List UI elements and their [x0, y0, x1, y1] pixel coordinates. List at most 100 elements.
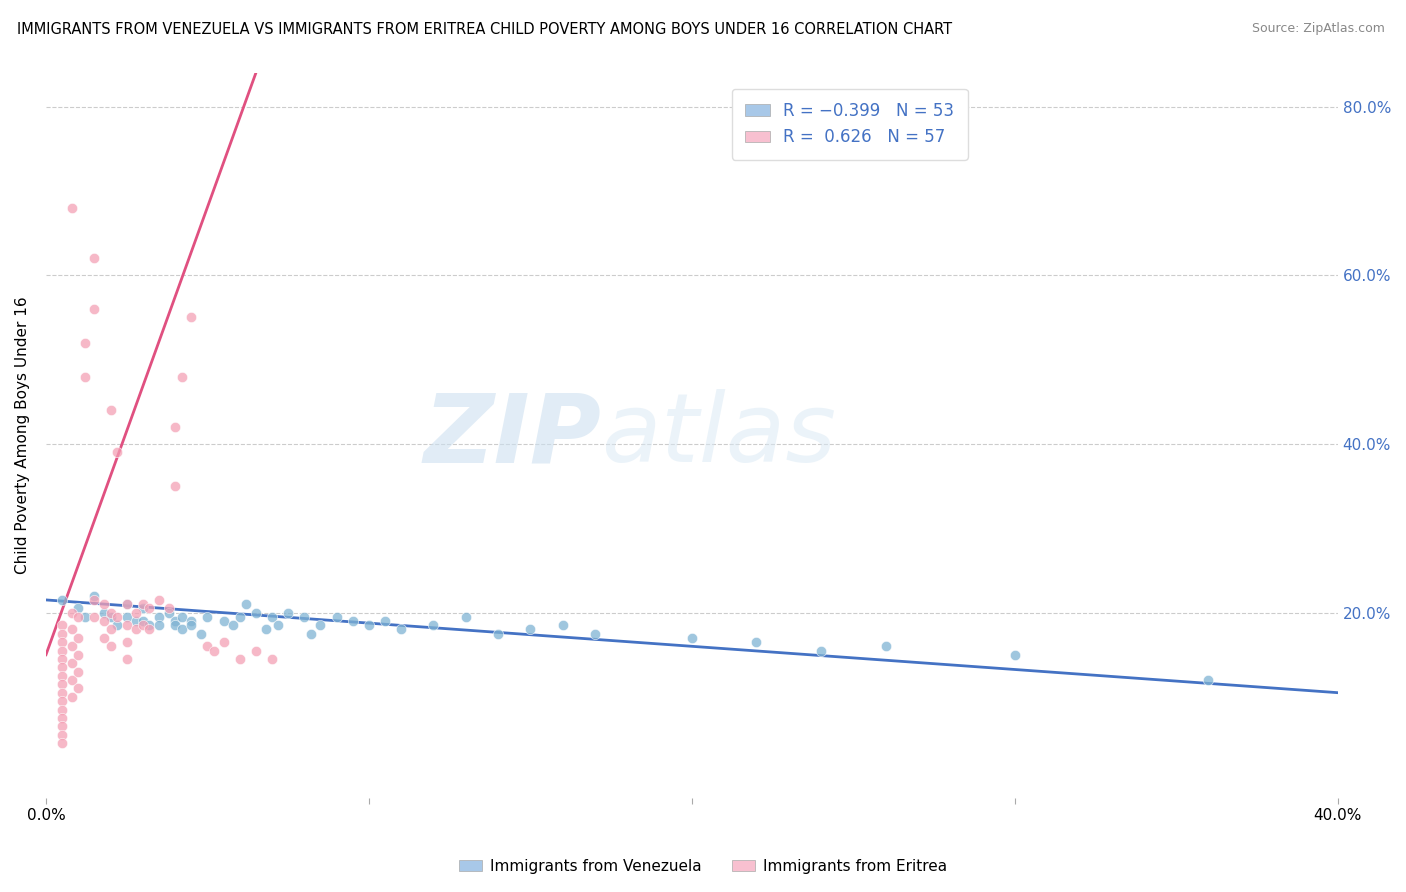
Point	[51, 593, 73, 607]
Point	[170, 609, 193, 624]
Point	[51, 669, 73, 683]
Point	[115, 652, 138, 666]
Point	[93, 606, 115, 620]
Point	[875, 640, 897, 654]
Point	[486, 626, 509, 640]
Point	[51, 711, 73, 725]
Point	[67, 665, 90, 679]
Text: Source: ZipAtlas.com: Source: ZipAtlas.com	[1251, 22, 1385, 36]
Point	[132, 614, 155, 628]
Point	[245, 643, 267, 657]
Text: IMMIGRANTS FROM VENEZUELA VS IMMIGRANTS FROM ERITREA CHILD POVERTY AMONG BOYS UN: IMMIGRANTS FROM VENEZUELA VS IMMIGRANTS …	[17, 22, 952, 37]
Point	[583, 626, 606, 640]
Point	[197, 609, 219, 624]
Point	[1004, 648, 1026, 662]
Point	[93, 597, 115, 611]
Point	[357, 618, 380, 632]
Point	[222, 618, 245, 632]
Point	[165, 479, 187, 493]
Point	[170, 623, 193, 637]
Point	[51, 652, 73, 666]
Point	[138, 618, 160, 632]
Point	[83, 301, 105, 316]
Point	[389, 623, 412, 637]
Point	[180, 614, 202, 628]
Point	[51, 643, 73, 657]
Point	[148, 609, 170, 624]
Point	[519, 623, 541, 637]
Y-axis label: Child Poverty Among Boys Under 16: Child Poverty Among Boys Under 16	[15, 297, 30, 574]
Point	[180, 618, 202, 632]
Point	[51, 736, 73, 750]
Point	[115, 618, 138, 632]
Point	[115, 597, 138, 611]
Point	[277, 606, 299, 620]
Point	[83, 609, 105, 624]
Point	[100, 640, 122, 654]
Point	[125, 623, 148, 637]
Point	[138, 623, 160, 637]
Point	[245, 606, 267, 620]
Point	[100, 609, 122, 624]
Point	[190, 626, 212, 640]
Point	[422, 618, 444, 632]
Point	[260, 609, 283, 624]
Point	[115, 597, 138, 611]
Point	[67, 631, 90, 645]
Point	[60, 201, 83, 215]
Point	[93, 614, 115, 628]
Point	[132, 597, 155, 611]
Point	[51, 618, 73, 632]
Point	[51, 694, 73, 708]
Legend: Immigrants from Venezuela, Immigrants from Eritrea: Immigrants from Venezuela, Immigrants fr…	[453, 853, 953, 880]
Point	[1198, 673, 1220, 687]
Point	[235, 597, 257, 611]
Point	[148, 593, 170, 607]
Point	[180, 310, 202, 325]
Point	[342, 614, 364, 628]
Point	[454, 609, 477, 624]
Point	[325, 609, 347, 624]
Point	[60, 690, 83, 704]
Point	[165, 420, 187, 434]
Point	[105, 445, 128, 459]
Point	[228, 652, 250, 666]
Point	[212, 635, 235, 649]
Point	[132, 618, 155, 632]
Point	[810, 643, 832, 657]
Point	[105, 609, 128, 624]
Point	[374, 614, 396, 628]
Text: atlas: atlas	[602, 389, 837, 482]
Point	[115, 635, 138, 649]
Point	[100, 403, 122, 417]
Point	[60, 656, 83, 670]
Point	[202, 643, 225, 657]
Point	[745, 635, 768, 649]
Point	[51, 719, 73, 733]
Point	[292, 609, 315, 624]
Point	[681, 631, 703, 645]
Point	[60, 623, 83, 637]
Text: ZIP: ZIP	[423, 389, 602, 482]
Point	[60, 606, 83, 620]
Point	[132, 601, 155, 615]
Point	[105, 618, 128, 632]
Point	[83, 252, 105, 266]
Point	[83, 589, 105, 603]
Point	[267, 618, 290, 632]
Point	[73, 369, 96, 384]
Point	[299, 626, 322, 640]
Point	[212, 614, 235, 628]
Point	[100, 606, 122, 620]
Point	[228, 609, 250, 624]
Point	[51, 626, 73, 640]
Point	[73, 609, 96, 624]
Point	[125, 614, 148, 628]
Point	[115, 609, 138, 624]
Point	[51, 728, 73, 742]
Point	[73, 335, 96, 350]
Point	[148, 618, 170, 632]
Point	[51, 635, 73, 649]
Point	[165, 614, 187, 628]
Point	[309, 618, 332, 632]
